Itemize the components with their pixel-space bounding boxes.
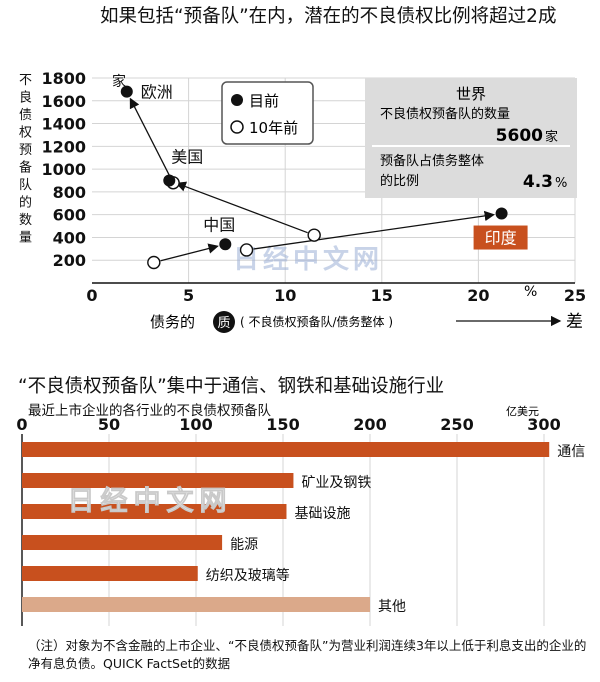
- scatter-legend: 目前 10年前: [221, 81, 314, 145]
- bar-unit-label: 亿美元: [506, 405, 539, 418]
- bar-category-label: 矿业及钢铁: [301, 475, 371, 491]
- bar-chart: 亿美元 0 50 100 150 200 250 300 通信矿业及钢铁基础设施能源纺织及玻璃…: [16, 405, 585, 626]
- bar: [22, 597, 370, 612]
- bar-category-label: 能源: [230, 537, 258, 553]
- x-tick-label: 0: [16, 415, 27, 434]
- bar-category-label: 纺织及玻璃等: [206, 567, 290, 584]
- world-ratio-value: 4.3: [523, 172, 553, 192]
- world-ratio-label-2: 的比例: [380, 173, 419, 189]
- bar: [22, 504, 287, 519]
- current-point: [163, 174, 176, 187]
- y-tick-label: 1800: [41, 69, 86, 88]
- x-tick-label: 25: [564, 286, 586, 305]
- x-tick-label: 20: [467, 286, 489, 305]
- bar-title: “不良债权预备队”集中于通信、钢铁和基础设施行业: [18, 376, 445, 397]
- series-label: 美国: [171, 148, 203, 167]
- x-tick-label: 0: [86, 286, 97, 305]
- x-tick-label: 10: [274, 286, 296, 305]
- x-axis-end-label: 差: [566, 312, 583, 332]
- world-ratio-label-1: 预备队占债务整体: [380, 153, 484, 169]
- highlight-badge: [473, 225, 528, 250]
- y-unit-label: 家: [112, 73, 126, 90]
- trend-arrow: [253, 210, 495, 250]
- world-title: 世界: [456, 85, 486, 103]
- bar: [22, 535, 223, 550]
- series-label: 中国: [203, 215, 235, 234]
- y-tick-label: 1600: [41, 92, 86, 111]
- bar-category-label: 通信: [557, 444, 585, 460]
- x-unit-label: %: [524, 284, 537, 300]
- bar-category-label: 基础设施: [294, 505, 350, 522]
- series-label: 欧洲: [141, 83, 173, 102]
- x-axis-badge-text: 质: [217, 316, 230, 331]
- y-axis-label: 不良债权预备队的数量: [19, 73, 32, 246]
- legend-current-label: 目前: [249, 92, 279, 110]
- current-point: [219, 238, 232, 251]
- legend-filled-marker: [231, 94, 243, 106]
- y-tick-label: 1200: [41, 137, 86, 156]
- world-count-value: 5600: [496, 126, 543, 146]
- world-count-label: 不良债权预备队的数量: [380, 106, 510, 122]
- x-axis-badge: [213, 311, 235, 333]
- y-tick-label: 200: [53, 251, 86, 270]
- watermark-1: 日经中文网: [233, 244, 383, 275]
- y-tick-label: 600: [53, 206, 86, 225]
- x-tick-label: 15: [371, 286, 393, 305]
- bar: [22, 566, 198, 581]
- footnote: （注）对象为不含金融的上市企业、“不良债权预备队”为营业利润连续3年以上低于利息…: [28, 638, 587, 671]
- current-point: [495, 207, 508, 220]
- series-label: 印度: [485, 229, 517, 248]
- y-tick-label: 1400: [41, 115, 86, 134]
- legend-hollow-marker: [230, 120, 244, 134]
- bar: [22, 442, 550, 457]
- legend-past-label: 10年前: [249, 119, 298, 137]
- scatter-title: 如果包括“预备队”在内，潜在的不良债权比例将超过2成: [100, 6, 557, 27]
- bar: [22, 473, 294, 488]
- bar-category-label: 其他: [378, 599, 406, 615]
- y-tick-label: 800: [53, 183, 86, 202]
- y-tick-label: 1000: [41, 160, 86, 179]
- x-tick-label: 50: [98, 415, 120, 434]
- x-tick-label: 300: [527, 415, 560, 434]
- x-tick-label: 5: [183, 286, 194, 305]
- scatter-chart: 200 400 600 800 1000 1200 1400 1600 1800 0 5 10 15 20…: [19, 69, 586, 333]
- world-summary-box: 世界 不良债权预备队的数量 5600 家 预备队占债务整体 的比例 4.3 %: [365, 78, 577, 198]
- past-point: [239, 243, 254, 257]
- x-tick-label: 100: [179, 415, 212, 434]
- watermark-2: 日经中文网: [68, 485, 233, 517]
- world-count-unit: 家: [545, 129, 558, 145]
- trend-arrow: [175, 181, 308, 234]
- world-ratio-unit: %: [555, 176, 567, 191]
- trend-arrow: [160, 243, 219, 262]
- trend-arrow: [129, 97, 171, 177]
- x-tick-label: 250: [440, 415, 473, 434]
- x-axis-note: ( 不良债权预备队/债务整体 ): [240, 314, 393, 329]
- x-axis-label: 债务的: [150, 313, 195, 331]
- x-tick-label: 200: [353, 415, 386, 434]
- y-tick-label: 400: [53, 228, 86, 247]
- bar-subtitle: 最近上市企业的各行业的不良债权预备队: [28, 403, 271, 419]
- past-point: [307, 228, 321, 242]
- past-point: [147, 255, 161, 270]
- x-tick-label: 150: [266, 415, 299, 434]
- current-point: [120, 85, 133, 98]
